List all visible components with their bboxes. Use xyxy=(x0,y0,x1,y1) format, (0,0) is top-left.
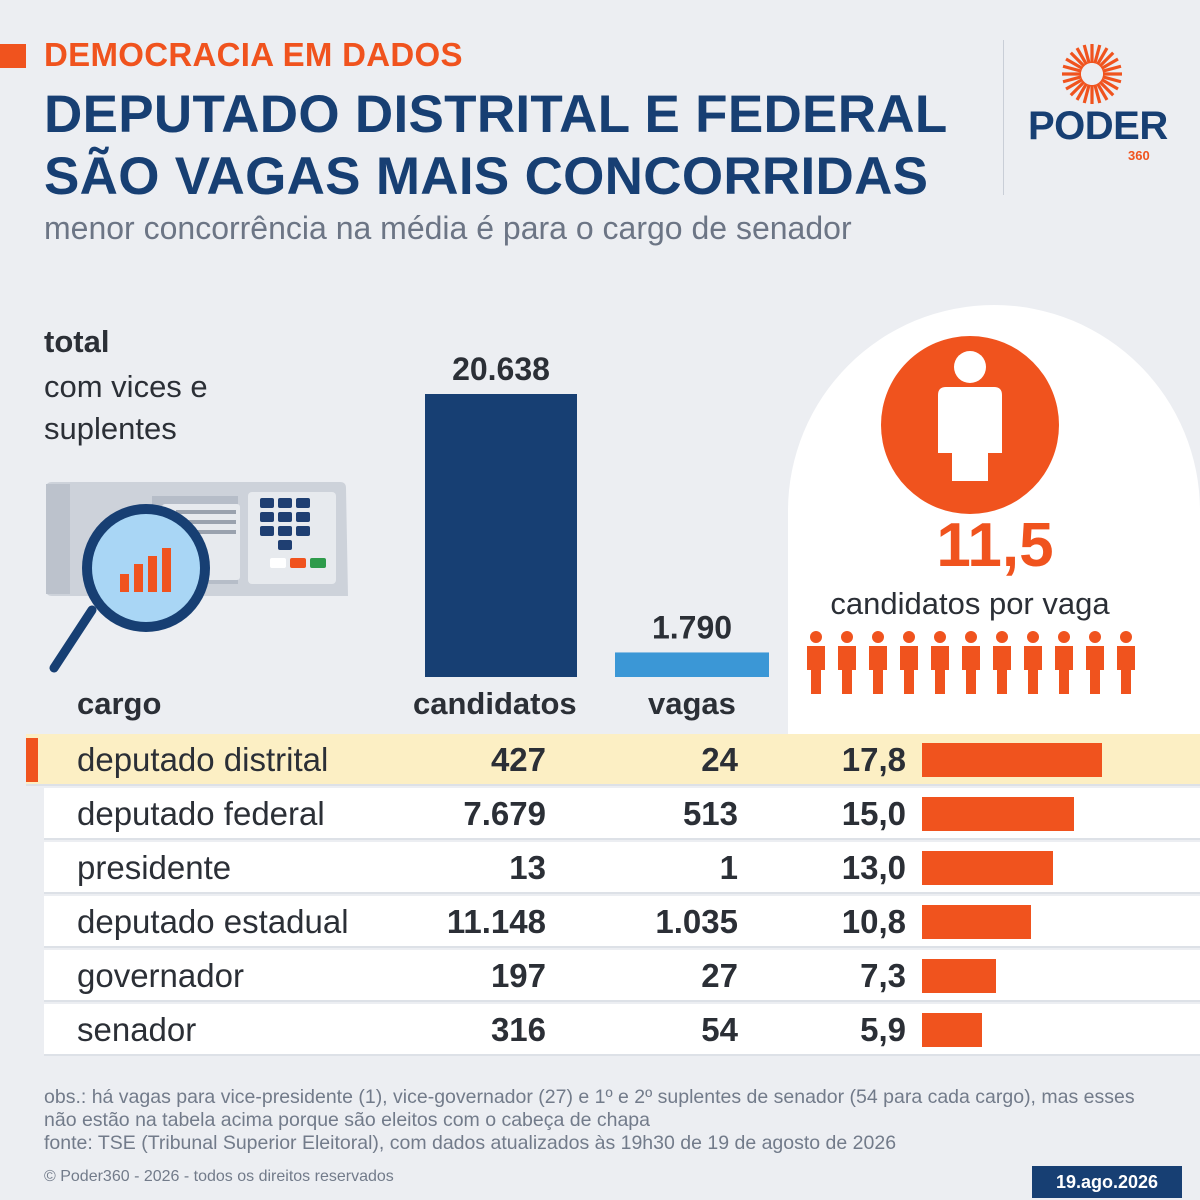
highlight-marker xyxy=(26,738,38,782)
ratio-cell: 7,3 xyxy=(860,957,906,994)
ratio-value: 11,5 xyxy=(936,511,1054,580)
ratio-bar xyxy=(922,743,1102,777)
page-subtitle: menor concorrência na média é para o car… xyxy=(44,210,852,246)
bar-vagas xyxy=(615,652,769,677)
total-sublabel: com vices e suplentes xyxy=(44,369,208,446)
vagas-cell: 513 xyxy=(682,795,738,832)
candidatos-cell: 13 xyxy=(509,849,546,886)
logo-divider xyxy=(1003,40,1004,195)
person-mini-icon xyxy=(869,631,887,694)
person-mini-icon xyxy=(1024,631,1042,694)
person-mini-icon xyxy=(962,631,980,694)
kicker: DEMOCRACIA EM DADOS xyxy=(44,36,463,73)
vagas-cell: 27 xyxy=(701,957,738,994)
candidatos-cell: 197 xyxy=(490,957,546,994)
person-mini-icon xyxy=(1055,631,1073,694)
page-title: DEPUTADO DISTRITAL E FEDERAL SÃO VAGAS M… xyxy=(44,85,947,206)
ratio-bar xyxy=(922,851,1053,885)
vagas-cell: 1.035 xyxy=(655,903,738,940)
ratio-label: candidatos por vaga xyxy=(830,586,1110,621)
person-mini-icon xyxy=(993,631,1011,694)
ratio-bar xyxy=(922,959,996,993)
header-vagas: vagas xyxy=(648,686,736,721)
label-candidatos: 20.638 xyxy=(452,351,550,387)
cargo-cell: presidente xyxy=(77,849,232,886)
vagas-cell: 1 xyxy=(719,849,738,886)
obs-note: obs.: há vagas para vice-presidente (1),… xyxy=(44,1086,1135,1131)
logo-wordmark: PODER xyxy=(1028,104,1168,148)
person-icon xyxy=(881,336,1059,514)
bar-candidatos xyxy=(425,394,577,677)
person-mini-icon xyxy=(838,631,856,694)
candidatos-cell: 11.148 xyxy=(446,903,546,940)
total-label: total xyxy=(44,324,110,359)
cargo-cell: senador xyxy=(77,1011,197,1048)
cargo-cell: deputado federal xyxy=(77,795,325,832)
ratio-cell: 15,0 xyxy=(841,795,906,832)
cargo-cell: deputado distrital xyxy=(77,741,329,778)
sun-logo-icon xyxy=(1062,44,1122,104)
label-vagas: 1.790 xyxy=(652,609,732,645)
ratio-cell: 13,0 xyxy=(841,849,906,886)
totals-bar-chart: 20.638 1.790 xyxy=(425,351,769,677)
ratio-cell: 10,8 xyxy=(841,903,906,940)
kicker-marker xyxy=(0,44,26,68)
ratio-cell: 17,8 xyxy=(841,741,906,778)
vagas-cell: 24 xyxy=(701,741,738,778)
source-note: fonte: TSE (Tribunal Superior Eleitoral)… xyxy=(44,1132,897,1154)
table-row xyxy=(44,950,1200,1002)
date-badge: 19.ago.2026 xyxy=(1032,1166,1182,1198)
person-mini-icon xyxy=(1117,631,1135,694)
ratio-cell: 5,9 xyxy=(860,1011,906,1048)
table-row xyxy=(44,1004,1200,1056)
logo-number: 360 xyxy=(1128,148,1150,163)
copyright: © Poder360 - 2026 - todos os direitos re… xyxy=(44,1168,394,1185)
person-mini-icon xyxy=(931,631,949,694)
vagas-cell: 54 xyxy=(701,1011,738,1048)
header-candidatos: candidatos xyxy=(413,686,577,721)
ratio-bar xyxy=(922,905,1031,939)
cargo-cell: deputado estadual xyxy=(77,903,349,940)
candidatos-cell: 316 xyxy=(490,1011,546,1048)
candidatos-cell: 427 xyxy=(490,741,546,778)
person-mini-icon xyxy=(807,631,825,694)
cargo-cell: governador xyxy=(77,957,244,994)
candidatos-cell: 7.679 xyxy=(463,795,546,832)
person-mini-icon xyxy=(1086,631,1104,694)
voting-machine-icon xyxy=(46,482,348,673)
footnotes: obs.: há vagas para vice-presidente (1),… xyxy=(44,1086,1164,1155)
ratio-bar xyxy=(922,1013,982,1047)
person-mini-icon xyxy=(900,631,918,694)
ratio-bar xyxy=(922,797,1074,831)
people-row-icon xyxy=(807,631,1135,694)
header-cargo: cargo xyxy=(77,686,162,721)
